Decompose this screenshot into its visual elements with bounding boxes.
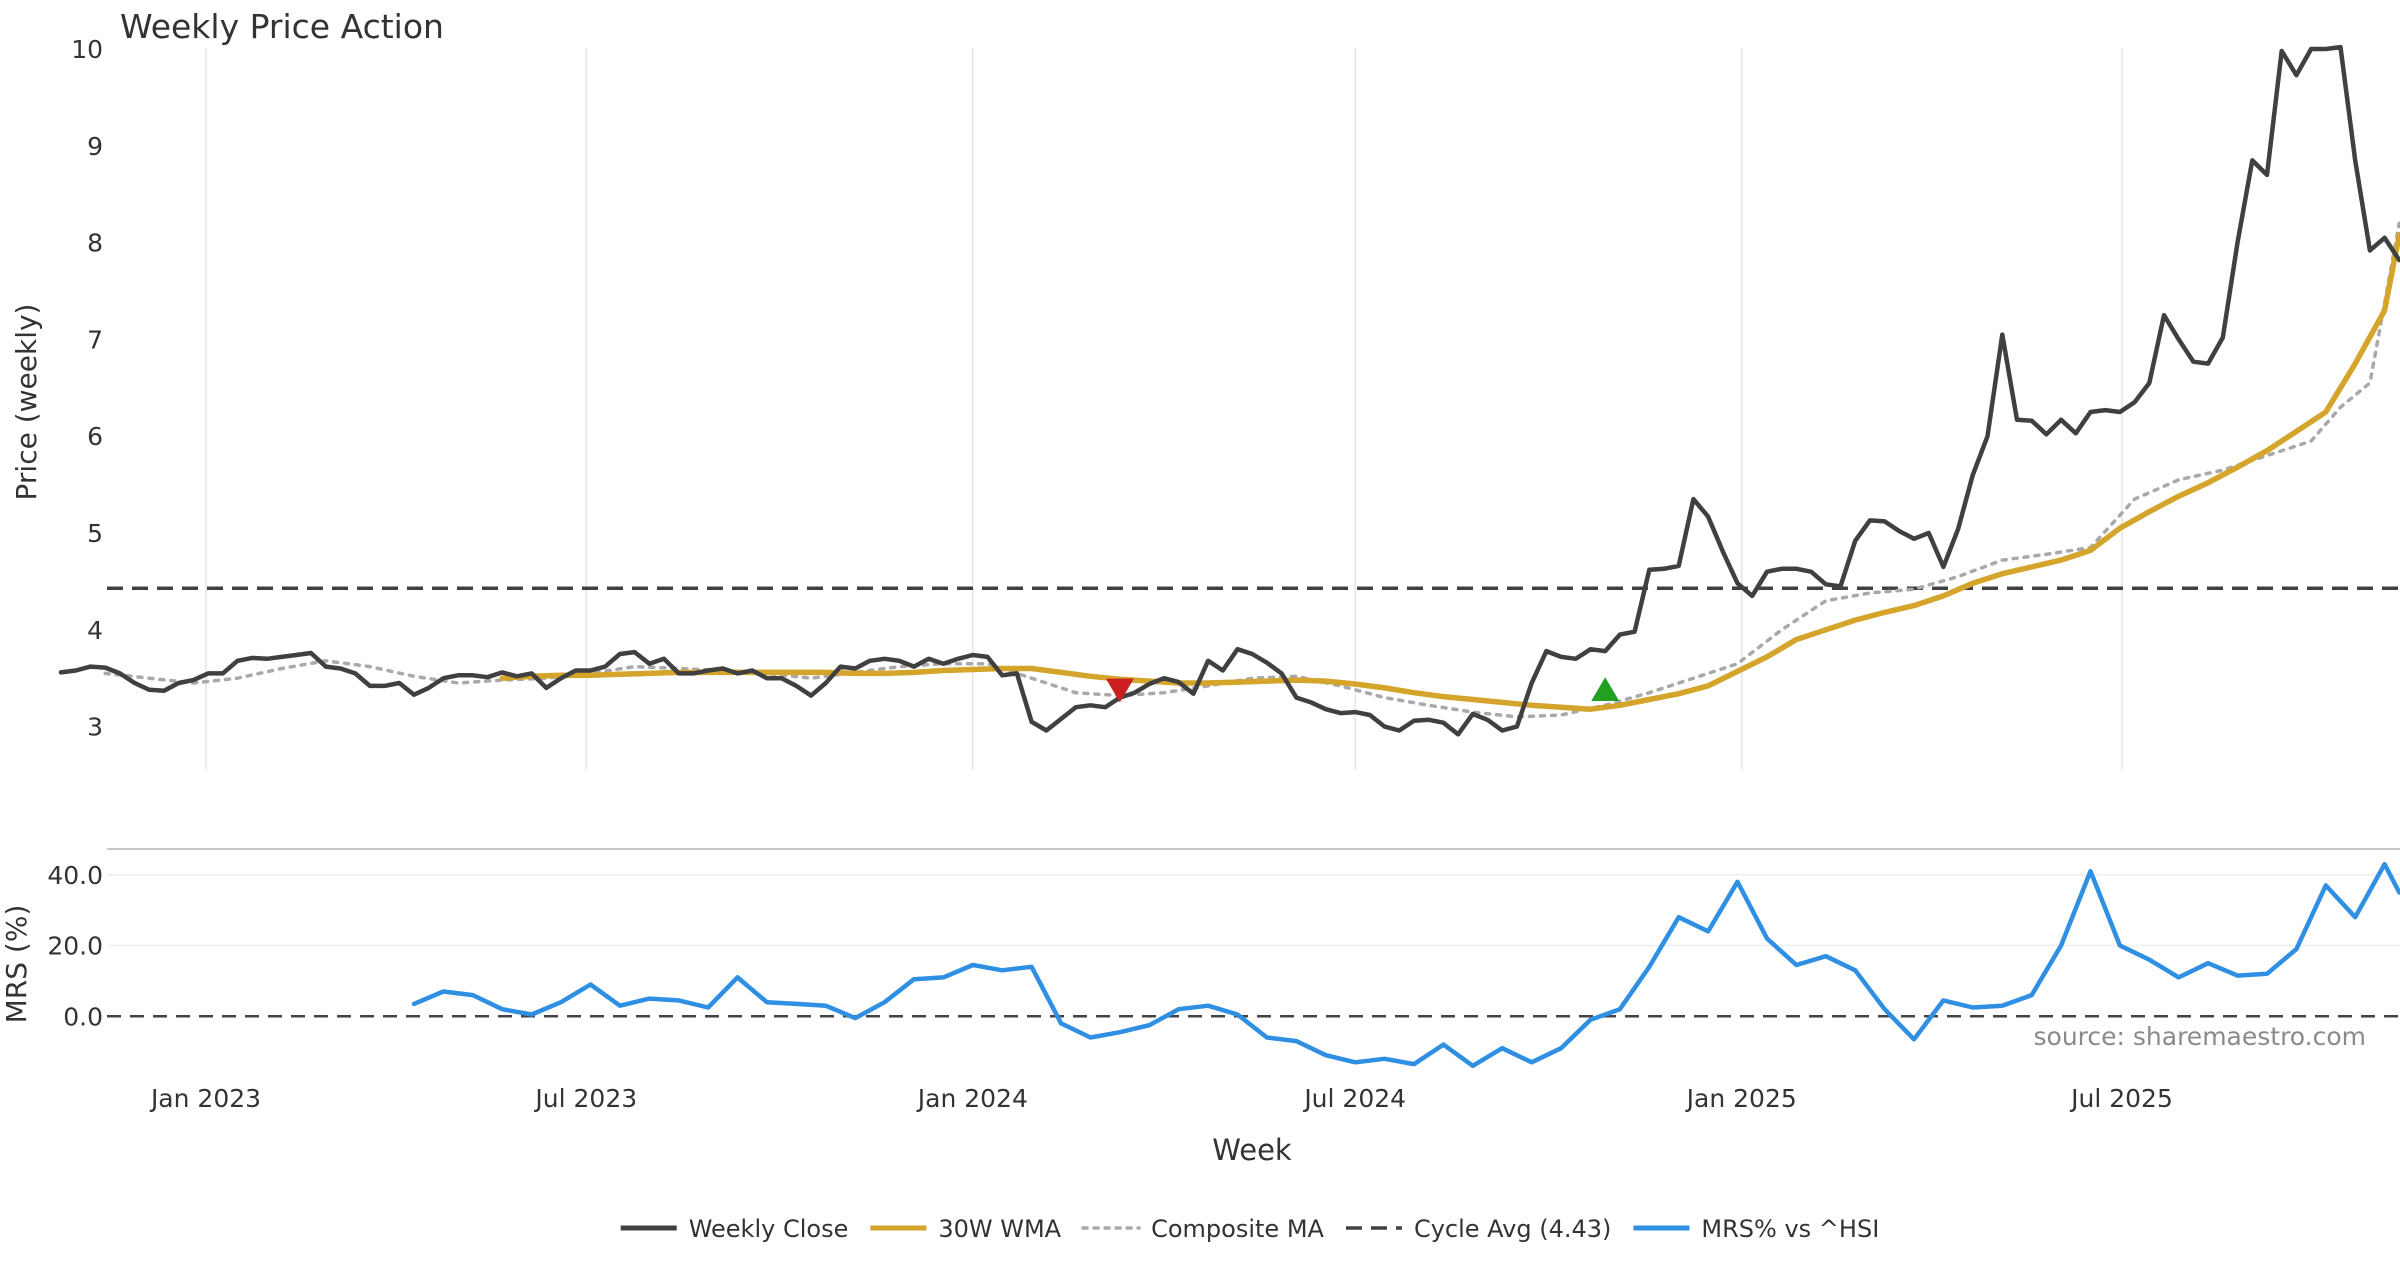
mrs-y-axis-label: MRS (%) xyxy=(0,905,33,1024)
mrs-y-tick-labels: 0.0 20.0 40.0 xyxy=(47,861,103,1032)
x-tick-label: Jul 2025 xyxy=(2069,1084,2173,1113)
legend-mrs: MRS% vs ^HSI xyxy=(1633,1215,1879,1243)
mrs-line xyxy=(411,861,2400,1069)
wma-30w-line xyxy=(499,232,2400,712)
legend-weekly-close: Weekly Close xyxy=(620,1215,849,1243)
mrs-y-tick-label: 20.0 xyxy=(47,932,103,961)
signal-markers xyxy=(1105,677,1620,703)
mrs-y-tick-label: 40.0 xyxy=(47,861,103,890)
price-y-axis-label: Price (weekly) xyxy=(10,304,43,501)
price-y-tick-label: 7 xyxy=(87,325,103,354)
price-y-tick-label: 4 xyxy=(87,616,103,645)
price-y-tick-labels: 3 4 5 6 7 8 9 10 xyxy=(71,35,103,742)
legend-cycle-avg: Cycle Avg (4.43) xyxy=(1345,1215,1611,1243)
legend: Weekly Close 30W WMA Composite MA Cycle Avg… xyxy=(620,1215,1879,1243)
legend-label: MRS% vs ^HSI xyxy=(1701,1215,1879,1243)
composite-ma-line xyxy=(103,221,2400,719)
price-y-tick-label: 3 xyxy=(87,713,103,742)
x-tick-label: Jan 2024 xyxy=(916,1084,1028,1113)
legend-composite-ma: Composite MA xyxy=(1081,1215,1325,1243)
legend-30w-wma: 30W WMA xyxy=(870,1215,1062,1243)
price-y-tick-label: 8 xyxy=(87,229,103,258)
x-tick-labels: Jan 2023 Jul 2023 Jan 2024 Jul 2024 Jan 2025… xyxy=(149,1084,2173,1113)
price-y-tick-label: 6 xyxy=(87,422,103,451)
x-tick-label: Jul 2024 xyxy=(1302,1084,1406,1113)
x-axis-label: Week xyxy=(1212,1133,1292,1167)
price-y-tick-label: 5 xyxy=(87,519,103,548)
series-layer xyxy=(58,44,2400,1069)
sell-signal-marker xyxy=(1105,678,1134,703)
mrs-y-tick-label: 0.0 xyxy=(63,1002,103,1031)
x-tick-label: Jan 2023 xyxy=(149,1084,261,1113)
price-y-tick-label: 9 xyxy=(87,132,103,161)
legend-label: Composite MA xyxy=(1151,1215,1324,1243)
x-tick-label: Jan 2025 xyxy=(1685,1084,1797,1113)
price-y-tick-label: 10 xyxy=(71,35,103,64)
weekly-close-line xyxy=(58,44,2400,737)
mrs-gridlines xyxy=(107,874,2400,1018)
buy-signal-marker xyxy=(1591,677,1620,702)
legend-label: 30W WMA xyxy=(938,1215,1061,1243)
legend-label: Cycle Avg (4.43) xyxy=(1414,1215,1611,1243)
x-tick-label: Jul 2023 xyxy=(533,1084,637,1113)
source-note: source: sharemaestro.com xyxy=(2034,1022,2367,1051)
chart-title: Weekly Price Action xyxy=(120,7,444,46)
legend-label: Weekly Close xyxy=(689,1215,849,1243)
